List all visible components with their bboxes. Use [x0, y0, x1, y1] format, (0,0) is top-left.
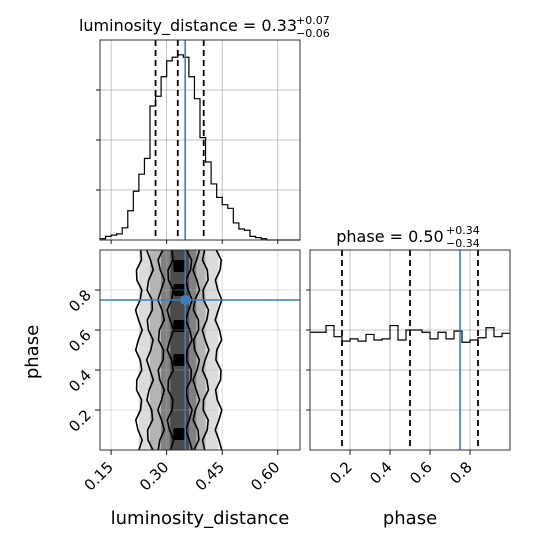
joint-grid	[100, 250, 300, 450]
luminosity-distance-title-param: luminosity_distance	[79, 16, 238, 36]
luminosity-distance-title-minus: −0.06	[296, 27, 330, 40]
phase-title-param: phase	[336, 227, 384, 246]
density-peak-1	[173, 354, 186, 366]
y-axis-label-phase: phase	[22, 325, 43, 379]
phase-marginal-panel: 0.2 0.4 0.6 0.8 phase phase = 0.50 +0.34 −0…	[306, 224, 511, 529]
phase-quantile-lines	[341, 250, 479, 450]
contour-3-right	[184, 250, 194, 450]
phase-title-equals: =	[385, 227, 409, 246]
luminosity-distance-marginal-grid	[100, 40, 300, 240]
joint-y-ticks: 0.2 0.4 0.6 0.8	[65, 286, 100, 436]
x-tick-label-2: 0.45	[192, 458, 228, 494]
contour-2-left	[156, 250, 166, 450]
luminosity-distance-title-equals: =	[238, 16, 262, 35]
phase-marginal-x-ticks: 0.2 0.4 0.6 0.8	[306, 289, 476, 488]
luminosity-distance-title-value: 0.33	[261, 16, 297, 35]
x-axis-label-luminosity-distance: luminosity_distance	[111, 508, 290, 529]
joint-x-ticks: 0.15 0.30 0.45 0.60	[81, 450, 284, 494]
phase-title-plus: +0.34	[446, 224, 480, 237]
density-peak-4	[173, 260, 186, 272]
y-tick-label-3: 0.8	[65, 286, 95, 316]
phase-title-value: 0.50	[408, 227, 444, 246]
luminosity-distance-title: luminosity_distance = 0.33	[79, 16, 297, 36]
y-tick-label-0: 0.2	[65, 406, 95, 436]
contour-3-left	[166, 250, 175, 450]
x-tick-label-3: 0.60	[247, 458, 283, 494]
phase-title: phase = 0.50	[336, 227, 443, 246]
contour-0-right	[214, 250, 223, 450]
luminosity-distance-histogram	[99, 54, 300, 241]
joint-distribution-panel: 0.15 0.30 0.45 0.60 0.2 0.4 0.6 0.8 luminosity…	[22, 249, 301, 529]
contour-1-left	[145, 250, 155, 450]
luminosity-distance-title-plus: +0.07	[296, 14, 330, 27]
contour-0-left	[134, 250, 144, 450]
phase-marginal-frame	[309, 249, 511, 451]
x-tick-label-2: 0.6	[406, 458, 436, 488]
phase-title-minus: −0.34	[446, 237, 480, 250]
x-tick-label-1: 0.30	[136, 458, 172, 494]
y-tick-label-2: 0.6	[65, 326, 95, 356]
density-peak-2	[173, 320, 186, 332]
joint-frame	[99, 249, 301, 451]
luminosity-distance-quantile-lines	[154, 40, 205, 240]
x-axis-label-phase: phase	[383, 508, 437, 529]
x-tick-label-1: 0.4	[366, 458, 396, 488]
y-tick-label-1: 0.4	[65, 366, 95, 396]
joint-truth-lines	[100, 250, 300, 450]
density-contours	[134, 250, 223, 450]
contour-2-right	[192, 250, 201, 450]
luminosity-distance-marginal-ticks	[96, 89, 279, 244]
x-tick-label-3: 0.8	[446, 458, 476, 488]
luminosity-distance-marginal-panel: luminosity_distance = 0.33 +0.07 −0.06	[79, 14, 330, 244]
x-tick-label-0: 0.15	[81, 458, 117, 494]
density-peak-0	[173, 428, 186, 440]
x-tick-label-0: 0.2	[326, 458, 356, 488]
truth-marker	[180, 295, 191, 305]
contour-1-right	[201, 250, 210, 450]
